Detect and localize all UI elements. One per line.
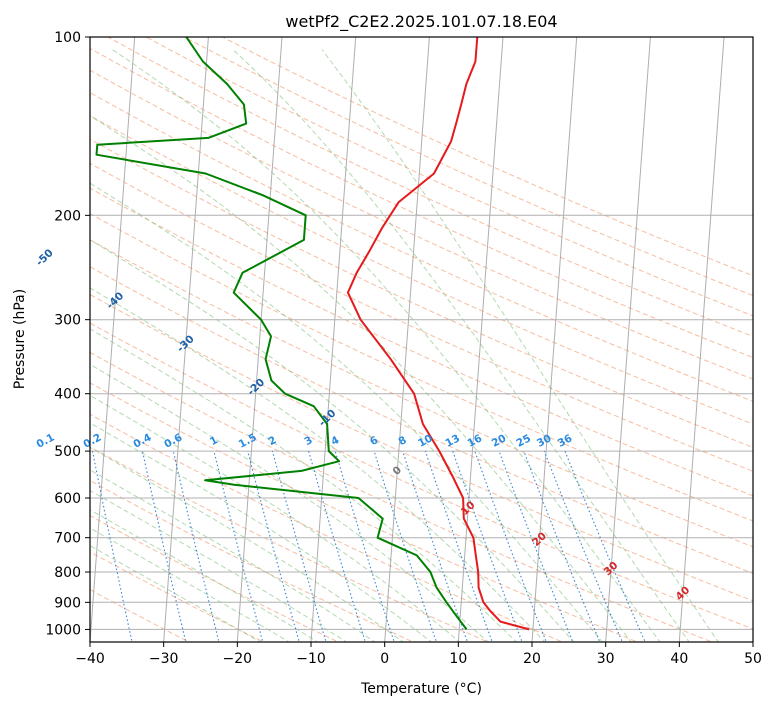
dry-adiabat bbox=[90, 351, 714, 642]
x-tick-label: −20 bbox=[223, 651, 253, 667]
isotherm bbox=[236, 37, 283, 642]
dry-adiabat bbox=[90, 213, 753, 522]
isotherm bbox=[605, 37, 651, 642]
x-axis-label: Temperature (°C) bbox=[360, 681, 482, 697]
x-tick-label: 20 bbox=[523, 651, 541, 667]
mixing-ratio-line bbox=[498, 450, 574, 642]
mixing-ratio-line bbox=[172, 450, 220, 642]
y-tick-label: 800 bbox=[54, 565, 81, 581]
dry-adiabat bbox=[90, 293, 753, 602]
mixing-ratio-line bbox=[373, 450, 437, 642]
mixing-ratio-line bbox=[424, 450, 493, 642]
dry-adiabat bbox=[90, 47, 753, 359]
isotherm bbox=[384, 37, 430, 642]
mixing-ratio-line bbox=[213, 450, 264, 642]
dry-adiabat bbox=[90, 266, 753, 575]
x-tick-label: −10 bbox=[296, 651, 326, 667]
x-tick-label: 40 bbox=[670, 651, 688, 667]
moist-adiabat bbox=[90, 287, 546, 642]
dry-adiabat bbox=[90, 138, 753, 448]
dry-adiabat bbox=[183, 37, 753, 297]
moist-adiabat bbox=[90, 182, 603, 642]
dry-adiabat bbox=[90, 322, 753, 630]
dry-adiabat bbox=[90, 115, 753, 425]
y-tick-label: 300 bbox=[54, 313, 81, 329]
background-lines bbox=[90, 37, 753, 642]
mixing-ratio-line bbox=[474, 450, 547, 642]
dry-adiabat bbox=[90, 187, 753, 497]
moist-adiabat bbox=[90, 115, 632, 642]
isotherm bbox=[457, 37, 504, 642]
x-tick-label: 10 bbox=[449, 651, 467, 667]
moist-adiabat bbox=[90, 422, 433, 642]
dry-adiabat bbox=[90, 382, 639, 642]
profiles bbox=[95, 37, 530, 631]
y-tick-label: 900 bbox=[54, 595, 81, 611]
x-tick-label: 50 bbox=[744, 651, 762, 667]
y-tick-label: 500 bbox=[54, 444, 81, 460]
mixing-ratio-line bbox=[91, 450, 133, 642]
dry-adiabat bbox=[90, 69, 753, 380]
dry-adiabat bbox=[90, 162, 753, 472]
moist-adiabat bbox=[90, 363, 489, 642]
mixing-ratio-line bbox=[334, 450, 395, 642]
dry-adiabat bbox=[221, 37, 753, 277]
isotherm bbox=[531, 37, 578, 642]
dewpoint-profile-line bbox=[95, 37, 468, 631]
y-tick-label: 600 bbox=[54, 491, 81, 507]
y-tick-label: 700 bbox=[54, 531, 81, 547]
moist-adiabat bbox=[90, 394, 461, 642]
x-tick-label: −40 bbox=[75, 651, 105, 667]
dry-adiabat bbox=[90, 446, 489, 642]
moist-adiabat bbox=[112, 49, 661, 642]
mixing-ratio-line bbox=[523, 450, 601, 642]
axes: −40 −30 −20 −10 0 10 20 30 40 50 100 200 300 400 500 60… bbox=[45, 30, 762, 667]
isotherm bbox=[310, 37, 357, 642]
mixing-ratio-line bbox=[452, 450, 523, 642]
moist-adiabat bbox=[232, 49, 690, 642]
mixing-ratio-line bbox=[271, 450, 327, 642]
dry-adiabat bbox=[90, 413, 564, 642]
mixing-ratio-line bbox=[247, 450, 300, 642]
chart-title: wetPf2_C2E2.2025.101.07.18.E04 bbox=[285, 12, 557, 32]
y-tick-label: 400 bbox=[54, 387, 81, 403]
temperature-profile-line bbox=[346, 37, 530, 631]
y-tick-label: 1000 bbox=[45, 622, 81, 638]
isotherm bbox=[90, 37, 136, 642]
y-tick-label: 200 bbox=[54, 208, 81, 224]
dry-adiabat bbox=[145, 37, 753, 317]
y-axis-label: Pressure (hPa) bbox=[12, 289, 28, 389]
mixing-ratio-line bbox=[308, 450, 366, 642]
moist-adiabat bbox=[90, 328, 518, 642]
plot-frame bbox=[89, 36, 754, 643]
mixing-ratio-line bbox=[141, 450, 187, 642]
x-tick-label: −30 bbox=[149, 651, 179, 667]
x-tick-label: 0 bbox=[380, 651, 389, 667]
isotherm bbox=[678, 37, 725, 642]
dry-adiabat bbox=[90, 92, 753, 402]
x-tick-label: 30 bbox=[597, 651, 615, 667]
y-tick-label: 100 bbox=[54, 30, 81, 46]
moist-adiabat bbox=[90, 239, 575, 642]
